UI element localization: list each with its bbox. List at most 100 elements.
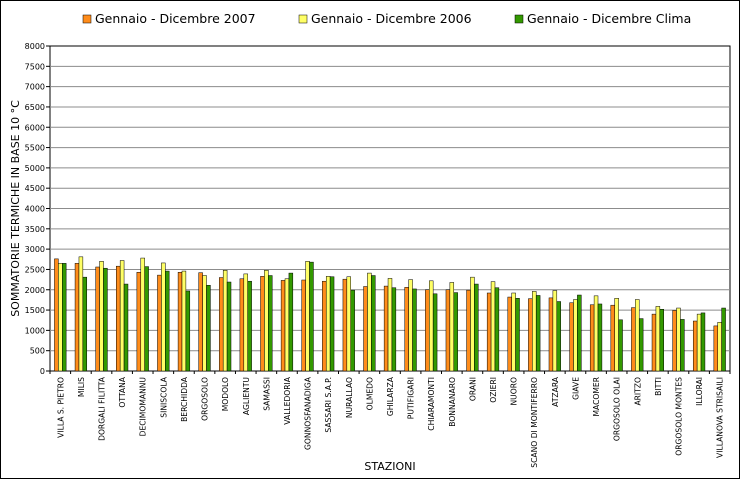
bar bbox=[515, 298, 520, 372]
y-tick-label: 7500 bbox=[25, 62, 45, 71]
bar bbox=[593, 295, 599, 372]
bar bbox=[239, 278, 245, 372]
y-tick-label: 4000 bbox=[25, 205, 45, 214]
bar bbox=[346, 276, 351, 372]
bar bbox=[284, 278, 290, 372]
bar bbox=[350, 289, 355, 372]
x-tick-label: DECIMOMANNU bbox=[139, 377, 148, 436]
x-tick-label: GIAVE bbox=[571, 377, 580, 400]
bar bbox=[614, 298, 619, 372]
x-tick-label: ILLORAI bbox=[695, 377, 704, 406]
bar bbox=[206, 285, 211, 372]
x-tick-label: MILIS bbox=[77, 377, 86, 397]
bar bbox=[445, 289, 451, 372]
bar bbox=[301, 279, 306, 372]
bar bbox=[305, 261, 310, 372]
bar bbox=[260, 276, 265, 372]
x-tick-label: ORGOSOLO MONTES bbox=[674, 377, 683, 456]
x-tick-label: BONNANARO bbox=[448, 377, 457, 427]
bar bbox=[618, 319, 623, 372]
y-tick-label: 1000 bbox=[25, 326, 45, 335]
bar bbox=[123, 283, 129, 372]
bar bbox=[404, 287, 409, 372]
bar bbox=[486, 292, 492, 372]
bar bbox=[322, 280, 327, 372]
bar bbox=[136, 272, 142, 372]
bar bbox=[692, 320, 698, 372]
bar bbox=[589, 304, 595, 372]
bar bbox=[535, 295, 541, 372]
bar bbox=[548, 297, 554, 372]
bar bbox=[577, 294, 582, 372]
bar bbox=[429, 280, 434, 372]
y-tick-label: 3500 bbox=[25, 225, 45, 234]
bar bbox=[74, 263, 80, 372]
bar bbox=[78, 256, 84, 372]
bar bbox=[82, 276, 88, 372]
x-tick-label: SASSARI S.A.P. bbox=[324, 377, 333, 433]
bar bbox=[116, 265, 121, 372]
bar bbox=[342, 278, 348, 372]
bar bbox=[490, 281, 496, 372]
bar bbox=[635, 299, 640, 372]
bar bbox=[408, 279, 413, 372]
bar bbox=[672, 310, 677, 372]
x-tick-label: MACOMER bbox=[592, 376, 601, 416]
bar bbox=[449, 282, 455, 372]
bar bbox=[198, 272, 203, 372]
y-tick-label: 5000 bbox=[25, 164, 45, 173]
bar bbox=[651, 313, 657, 372]
x-tick-label: ARITZO bbox=[633, 377, 642, 406]
x-tick-label: VALLEDORIA bbox=[283, 376, 292, 425]
y-tick-label: 8000 bbox=[25, 42, 45, 51]
bar bbox=[371, 275, 376, 372]
x-tick-label: BITTI bbox=[654, 377, 663, 396]
bar bbox=[387, 278, 393, 372]
x-tick-label: SINISCOLA bbox=[159, 376, 168, 417]
bar bbox=[202, 275, 207, 372]
bar bbox=[268, 275, 273, 372]
bar bbox=[161, 262, 166, 372]
x-tick-label: GONNOSFANADIGA bbox=[304, 376, 313, 450]
bar bbox=[532, 291, 537, 372]
bar bbox=[99, 261, 104, 372]
x-tick-label: BERCHIDDA bbox=[180, 376, 189, 422]
x-tick-label: MODOLO bbox=[221, 377, 230, 411]
legend-label: Gennaio - Dicembre 2007 bbox=[95, 11, 256, 26]
bar bbox=[264, 270, 269, 372]
bar bbox=[329, 276, 335, 372]
x-tick-label: OZIERI bbox=[489, 377, 498, 403]
bar bbox=[383, 285, 389, 372]
x-tick-label: VILLANOVA STRISAILI bbox=[716, 377, 725, 458]
x-tick-label: SCANO DI MONTIFERRO bbox=[530, 377, 539, 468]
bar bbox=[243, 273, 248, 372]
bar bbox=[425, 289, 430, 372]
bar bbox=[247, 280, 252, 372]
legend-label: Gennaio - Dicembre 2006 bbox=[311, 11, 472, 26]
bar bbox=[556, 301, 561, 372]
bar bbox=[528, 298, 533, 372]
y-tick-label: 2500 bbox=[25, 265, 45, 274]
bar bbox=[466, 289, 471, 372]
x-tick-label: ATZARA bbox=[551, 376, 560, 407]
bar bbox=[309, 261, 314, 372]
bar bbox=[470, 276, 475, 372]
x-tick-label: ORGOSOLO OLAI bbox=[613, 377, 622, 441]
x-tick-label: ORGOSOLO bbox=[201, 377, 210, 421]
bar bbox=[95, 266, 100, 372]
x-tick-label: ORANI bbox=[468, 377, 477, 401]
x-tick-label: NURALLAO bbox=[345, 377, 354, 418]
bar bbox=[700, 312, 706, 372]
bar bbox=[680, 319, 685, 372]
bar bbox=[325, 276, 331, 372]
x-tick-label: NUORO bbox=[510, 377, 519, 405]
bar bbox=[103, 267, 108, 372]
x-tick-label: SAMASSI bbox=[262, 377, 271, 411]
y-tick-label: 7000 bbox=[25, 83, 45, 92]
y-tick-label: 2000 bbox=[25, 286, 45, 295]
bar bbox=[391, 287, 397, 372]
bar bbox=[58, 263, 63, 372]
x-tick-label: VILLA S. PIETRO bbox=[56, 377, 65, 438]
